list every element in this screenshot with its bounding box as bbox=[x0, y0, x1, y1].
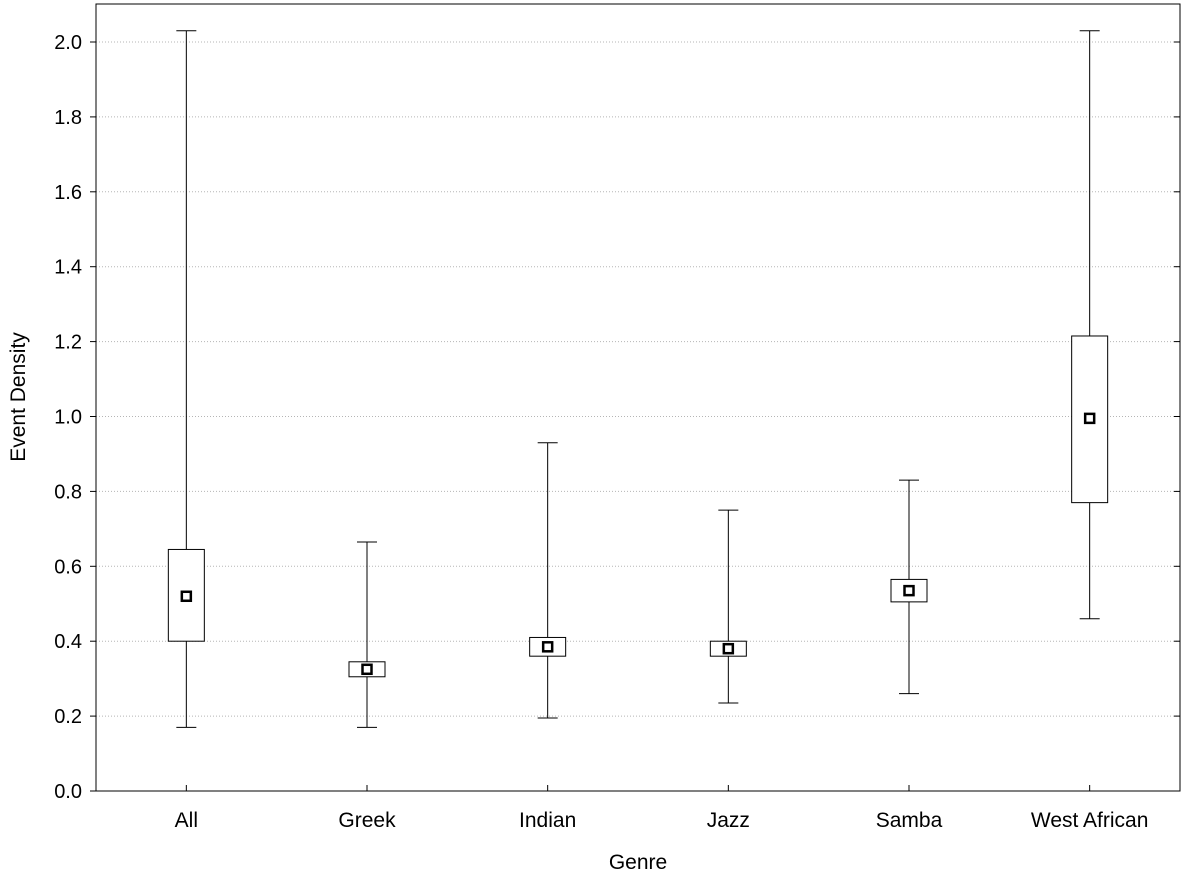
boxes bbox=[167, 30, 1109, 728]
y-tick-label: 0.8 bbox=[54, 481, 82, 503]
median-marker bbox=[361, 663, 373, 676]
x-tick-label: Samba bbox=[876, 809, 943, 832]
box-greek bbox=[348, 541, 386, 728]
grid-lines bbox=[96, 41, 1180, 717]
y-tick-label: 1.2 bbox=[54, 332, 82, 354]
y-axis: 0.0 0.2 0.4 0.6 0.8 1.0 1.2 1.4 1.6 1.8 2.0 bbox=[54, 32, 1180, 803]
box-indian bbox=[529, 442, 567, 719]
median-marker bbox=[541, 641, 554, 653]
x-tick-label: Jazz bbox=[707, 809, 750, 832]
box-samba bbox=[890, 479, 928, 695]
median-marker bbox=[722, 642, 735, 655]
median-marker bbox=[180, 590, 193, 603]
plot-area-frame bbox=[95, 3, 1181, 792]
y-tick-label: 0.0 bbox=[54, 781, 82, 803]
x-axis: All Greek Indian Jazz Samba West African bbox=[175, 785, 1149, 832]
x-tick-label: Indian bbox=[519, 809, 576, 832]
y-tick-label: 0.4 bbox=[54, 631, 82, 653]
y-tick-label: 1.0 bbox=[54, 407, 82, 429]
median-marker bbox=[1083, 412, 1096, 425]
box-jazz bbox=[709, 509, 747, 704]
y-tick-label: 1.4 bbox=[54, 257, 82, 279]
box-west-african bbox=[1071, 30, 1109, 620]
x-tick-label: Greek bbox=[338, 809, 396, 832]
y-tick-label: 2.0 bbox=[54, 32, 82, 54]
median-marker bbox=[903, 584, 915, 597]
x-axis-label: Genre bbox=[609, 851, 667, 874]
y-tick-label: 0.6 bbox=[54, 556, 82, 578]
y-tick-label: 1.6 bbox=[54, 182, 82, 204]
y-axis-label: Event Density bbox=[7, 332, 30, 462]
x-tick-label: All bbox=[175, 809, 198, 832]
y-tick-label: 1.8 bbox=[54, 107, 82, 129]
x-tick-label: West African bbox=[1031, 809, 1149, 832]
y-tick-label: 0.2 bbox=[54, 706, 82, 728]
box-all bbox=[167, 30, 205, 728]
